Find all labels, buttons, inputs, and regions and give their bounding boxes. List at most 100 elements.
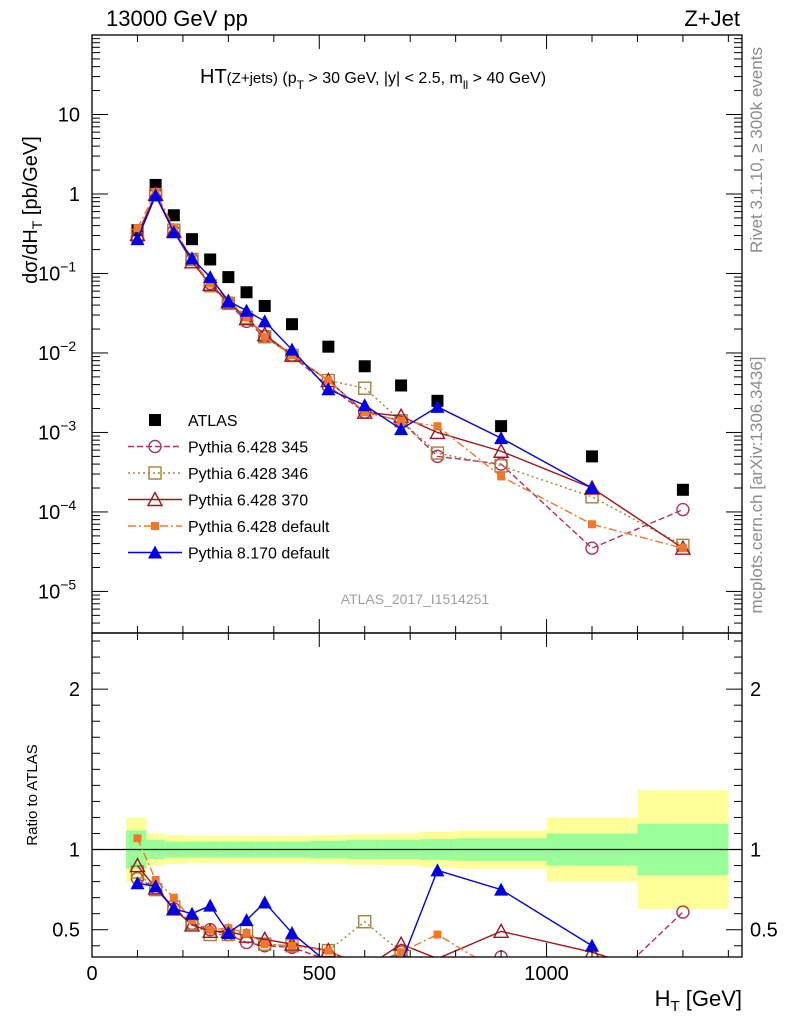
ratio-point-p346-11 bbox=[394, 945, 408, 957]
y-axis-label-main: dσ/dHT [pb/GeV] bbox=[20, 136, 45, 284]
point-p370-13 bbox=[492, 442, 510, 458]
ytick-mantissa-1: 10 bbox=[38, 502, 60, 524]
series-p8 bbox=[130, 188, 599, 495]
point-atlas-5 bbox=[222, 271, 235, 284]
point-pdef-13 bbox=[497, 472, 506, 481]
legend-item-p8: Pythia 8.170 default bbox=[128, 545, 330, 563]
ratio-point-pdef-12 bbox=[433, 930, 442, 939]
ytick-label-ratio-right-2: 2 bbox=[750, 679, 761, 701]
ratio-point-p8-1 bbox=[148, 879, 163, 893]
plot-title-main: HT bbox=[200, 66, 227, 88]
ratio-point-pdef-11 bbox=[397, 948, 406, 957]
point-atlas-15 bbox=[676, 483, 689, 496]
legend-item-p345: Pythia 6.428 345 bbox=[128, 440, 308, 457]
point-p345-14 bbox=[585, 541, 599, 555]
legend-label-p8: Pythia 8.170 default bbox=[188, 546, 330, 563]
legend-label-atlas: ATLAS bbox=[188, 413, 238, 430]
point-p8-12 bbox=[430, 399, 445, 413]
point-atlas-6 bbox=[240, 286, 253, 299]
ytick-exponent-3: −2 bbox=[60, 338, 76, 354]
plot-title-sub3: ll bbox=[463, 78, 468, 92]
ytick-exponent-4: −1 bbox=[60, 258, 76, 274]
point-p8-1 bbox=[148, 188, 163, 202]
side-label-mcplots: mcplots.cern.ch [arXiv:1306.3436] bbox=[747, 356, 766, 613]
y-label-main-text: dσ/dH bbox=[20, 229, 42, 284]
point-p346-7 bbox=[258, 330, 272, 344]
ratio-series-p346 bbox=[130, 865, 411, 957]
header-left: 13000 GeV pp bbox=[106, 6, 248, 31]
ratio-clipped bbox=[129, 834, 690, 957]
ratio-line-pdef bbox=[136, 838, 476, 957]
ratio-point-pdef-9 bbox=[324, 946, 333, 955]
point-pdef-9 bbox=[324, 376, 333, 385]
plot-title-sub1: (Z+jets) bbox=[227, 70, 278, 87]
ytick-mantissa-3: 10 bbox=[38, 343, 60, 365]
y-label-main-sub: T bbox=[29, 220, 45, 229]
side-label-rivet: Rivet 3.1.10, ≥ 300k events bbox=[747, 47, 766, 253]
ratio-point-p8-5 bbox=[221, 925, 236, 939]
plot-title-mid3: > 40 GeV) bbox=[468, 70, 546, 87]
line-p370 bbox=[136, 192, 684, 549]
xtick-label-1000: 1000 bbox=[524, 963, 569, 985]
ytick-label-ratio-right-0.5: 0.5 bbox=[750, 920, 778, 942]
point-p8-14 bbox=[585, 481, 599, 495]
x-label-text: H bbox=[655, 986, 671, 1011]
point-pdef-12 bbox=[433, 422, 442, 431]
ratio-point-pdef-6 bbox=[242, 928, 251, 937]
ratio-point-pdef-7 bbox=[260, 940, 269, 949]
point-p8-3 bbox=[185, 251, 199, 265]
ratio-point-p8-2 bbox=[166, 901, 181, 915]
ratio-series-p345 bbox=[130, 871, 690, 957]
ratio-line-p346 bbox=[136, 871, 411, 957]
ratio-point-p8-12 bbox=[430, 863, 445, 877]
legend-label-p345: Pythia 6.428 345 bbox=[188, 440, 308, 457]
ratio-point-p8-4 bbox=[203, 898, 218, 912]
point-pdef-4 bbox=[206, 279, 215, 288]
ratio-point-p370-3 bbox=[183, 916, 201, 932]
legend-item-pdef: Pythia 6.428 default bbox=[128, 519, 330, 536]
point-p8-7 bbox=[257, 314, 272, 328]
ratio-point-p370-13 bbox=[492, 922, 510, 939]
x-axis-label: HT [GeV] bbox=[655, 986, 742, 1015]
ytick-mantissa-2: 10 bbox=[38, 422, 60, 444]
line-pdef bbox=[136, 190, 684, 549]
point-p8-6 bbox=[239, 303, 254, 317]
point-pdef-7 bbox=[260, 332, 269, 341]
ratio-point-p346-10 bbox=[358, 915, 372, 929]
point-pdef-6 bbox=[242, 313, 251, 322]
ytick-label-main-4: 10−1 bbox=[38, 258, 76, 285]
x-label-unit: [GeV] bbox=[680, 986, 742, 1011]
point-p346-10 bbox=[358, 381, 372, 395]
legend-label-p370: Pythia 6.428 370 bbox=[188, 493, 308, 510]
ratio-point-p345-15 bbox=[676, 905, 690, 919]
ratio-point-pdef-4 bbox=[206, 925, 215, 934]
point-atlas-2 bbox=[167, 209, 180, 222]
y-label-main-unit: [pb/GeV] bbox=[20, 136, 42, 221]
ratio-line-p370 bbox=[136, 865, 610, 957]
legend-marker-atlas bbox=[149, 414, 161, 426]
point-pdef-11 bbox=[397, 416, 406, 425]
ratio-point-p8-6 bbox=[239, 913, 254, 927]
xtick-label-0: 0 bbox=[86, 963, 97, 985]
legend-label-p346: Pythia 6.428 346 bbox=[188, 466, 308, 483]
ratio-point-p8-0 bbox=[130, 876, 145, 890]
ratio-point-pdef-8 bbox=[288, 941, 296, 950]
ytick-label-ratio-left-0.5: 0.5 bbox=[52, 920, 80, 942]
point-p8-11 bbox=[394, 422, 409, 436]
ytick-label-main-1: 10−4 bbox=[38, 497, 76, 524]
plot-title: HT(Z+jets) (pT > 30 GeV, |y| < 2.5, mll … bbox=[200, 66, 546, 92]
ytick-label-ratio-right-1: 1 bbox=[750, 840, 761, 862]
point-pdef-14 bbox=[588, 520, 596, 529]
x-label-sub: T bbox=[670, 998, 679, 1015]
ytick-exponent-0: −5 bbox=[60, 576, 76, 592]
ytick-label-main-3: 10−2 bbox=[38, 338, 76, 365]
point-p8-13 bbox=[494, 431, 509, 445]
header-right: Z+Jet bbox=[684, 6, 740, 31]
point-atlas-1 bbox=[149, 178, 162, 191]
point-p346-13 bbox=[494, 459, 508, 473]
ytick-label-ratio-left-2: 2 bbox=[69, 679, 80, 701]
ratio-point-p8-14 bbox=[585, 938, 599, 952]
point-pdef-10 bbox=[360, 408, 369, 417]
point-atlas-10 bbox=[358, 360, 371, 373]
